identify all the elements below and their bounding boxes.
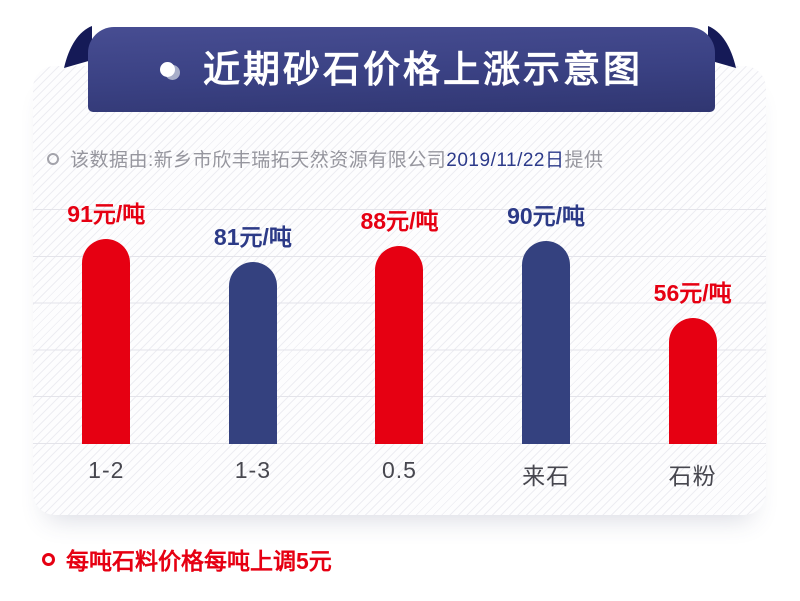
data-source-text: 该数据由:新乡市欣丰瑞拓天然资源有限公司2019/11/22日提供 (70, 145, 604, 172)
bar-columns: 91元/吨 81元/吨 88元/吨 90元/吨 56元/吨 (33, 203, 766, 444)
bar (375, 246, 424, 444)
ribbon-fold-right-icon (708, 26, 736, 68)
ribbon-fold-left-icon (64, 26, 92, 68)
bullet-dot-icon (160, 62, 180, 80)
bar (228, 262, 277, 444)
data-source-company: 新乡市欣丰瑞拓天然资源有限公司 (153, 150, 447, 171)
bar-value-label: 90元/吨 (507, 203, 586, 229)
bar-column: 91元/吨 (33, 203, 180, 444)
category-label: 0.5 (381, 457, 417, 483)
bar-column: 56元/吨 (619, 209, 766, 444)
bar-column: 81元/吨 (180, 209, 327, 444)
data-source-date: 2019/11/22日 (446, 150, 565, 171)
footnote-text: 每吨石料价格每吨上调5元 (66, 548, 332, 574)
bar-value-label: 91元/吨 (67, 201, 146, 227)
category-label: 石粉 (668, 463, 717, 489)
bullet-dot (160, 62, 175, 77)
data-source-suffix: 提供 (564, 150, 604, 171)
data-source-note: 该数据由:新乡市欣丰瑞拓天然资源有限公司2019/11/22日提供 (47, 145, 604, 172)
category-label: 1-2 (88, 457, 125, 483)
category-label: 1-3 (234, 457, 272, 483)
circle-outline-icon (42, 552, 55, 566)
bar-value-label: 56元/吨 (653, 280, 732, 306)
bar (522, 241, 571, 444)
bar-chart-plot: 91元/吨 81元/吨 88元/吨 90元/吨 56元/吨 (33, 203, 766, 444)
bar-column: 90元/吨 (473, 205, 620, 444)
bar (82, 239, 131, 444)
footnote: 每吨石料价格每吨上调5元 (42, 542, 332, 576)
bar-value-label: 88元/吨 (360, 208, 439, 234)
bar-column: 88元/吨 (326, 209, 473, 444)
category-axis: 1-2 1-3 0.5 来石 石粉 (33, 457, 766, 491)
bar-value-label: 81元/吨 (213, 224, 292, 250)
title-banner: 近期砂石价格上涨示意图 (88, 27, 715, 112)
bar (668, 318, 717, 444)
circle-outline-icon (47, 152, 59, 165)
page-title: 近期砂石价格上涨示意图 (203, 49, 643, 90)
data-source-prefix: 该数据由: (70, 150, 154, 171)
category-label: 来石 (522, 463, 571, 489)
